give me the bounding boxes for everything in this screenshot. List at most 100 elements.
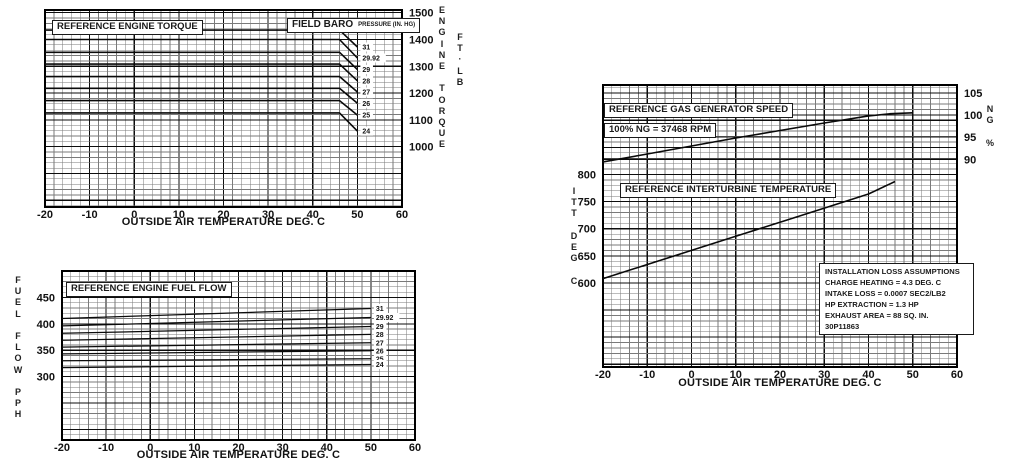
left-y-tick-label: 650 [578, 251, 596, 263]
series-line-31 [61, 307, 371, 320]
x-tick-label: 40 [321, 442, 333, 454]
x-tick-label: -20 [54, 442, 70, 454]
series-line-27 [61, 342, 371, 348]
x-tick-label: 20 [232, 442, 244, 454]
installation-loss-note-box: INSTALLATION LOSS ASSUMPTIONS CHARGE HEA… [819, 263, 974, 335]
series-label-28: 28 [376, 332, 384, 339]
right-y-tick-label: 100 [964, 110, 982, 122]
chart-grid [61, 270, 416, 441]
series-label-28: 28 [362, 78, 370, 85]
x-tick-label: 0 [688, 369, 694, 381]
y-tick-label: 1000 [409, 142, 433, 154]
series-line-29.92 [61, 316, 371, 327]
x-tick-label: 50 [907, 369, 919, 381]
series-label-27: 27 [376, 340, 384, 347]
series-line-28 [45, 63, 358, 82]
x-tick-label: 60 [396, 209, 408, 221]
left-y-tick-label: 700 [578, 224, 596, 236]
right-y-tick-label: 105 [964, 88, 982, 100]
fuel-flow-chart-title: REFERENCE ENGINE FUEL FLOW [66, 282, 232, 297]
loss-note-line: INTAKE LOSS = 0.0007 SEC2/LB2 [825, 289, 946, 298]
series-line-NG [602, 112, 913, 163]
field-baro-legend-box: FIELD BARO PRESSURE (IN. HG) [287, 18, 421, 33]
torque-y-axis-units: F T · L B [456, 32, 464, 87]
x-tick-label: 50 [351, 209, 363, 221]
torque-x-axis-title: OUTSIDE AIR TEMPERATURE DEG. C [121, 216, 326, 228]
ng-itt-x-axis-title: OUTSIDE AIR TEMPERATURE DEG. C [678, 377, 882, 389]
x-tick-label: -20 [595, 369, 611, 381]
gas-generator-chart-title: REFERENCE GAS GENERATOR SPEED [604, 103, 794, 118]
series-line-25 [61, 358, 371, 362]
torque-chart-title: REFERENCE ENGINE TORQUE [52, 20, 203, 35]
y-tick-label: 1400 [409, 34, 433, 46]
x-tick-label: 20 [217, 209, 229, 221]
x-tick-label: 0 [147, 442, 153, 454]
series-label-24: 24 [362, 129, 370, 136]
series-line-29 [61, 325, 371, 334]
y-tick-label: 1500 [409, 8, 433, 20]
field-baro-label: FIELD BARO [292, 19, 354, 30]
series-label-29.92: 29.92 [362, 56, 380, 63]
series-label-25: 25 [362, 113, 370, 120]
left-y-tick-label: 600 [578, 278, 596, 290]
series-label-29: 29 [362, 67, 370, 74]
series-line-24 [45, 112, 358, 132]
x-tick-label: 0 [131, 209, 137, 221]
x-tick-label: -10 [639, 369, 655, 381]
series-label-26: 26 [376, 348, 384, 355]
y-tick-label: 1300 [409, 61, 433, 73]
x-tick-label: 10 [188, 442, 200, 454]
left-y-tick-label: 750 [578, 197, 596, 209]
chart-series [602, 112, 913, 280]
left-y-tick-label: 800 [578, 169, 596, 181]
loss-note-chart-number: 30P11863 [825, 322, 860, 331]
series-label-26: 26 [362, 101, 370, 108]
chart-tick-labels: -20 -10 0 10 20 30 40 50 60 1000 1100 1200 1300 1400 1… [37, 8, 433, 221]
fuel-flow-x-axis-title: OUTSIDE AIR TEMPERATURE DEG. C [136, 449, 341, 461]
ng-rpm-note: 100% NG = 37468 RPM [604, 123, 717, 138]
series-label-31: 31 [362, 45, 370, 52]
series-line-28 [61, 333, 371, 341]
series-label-25: 25 [376, 356, 384, 363]
x-tick-label: 10 [173, 209, 185, 221]
field-baro-units-label: PRESSURE (IN. HG) [358, 22, 416, 28]
loss-note-line: INSTALLATION LOSS ASSUMPTIONS [825, 267, 960, 276]
x-tick-label: 20 [774, 369, 786, 381]
x-tick-label: 60 [409, 442, 421, 454]
series-line-29 [45, 51, 358, 71]
x-tick-label: -10 [98, 442, 114, 454]
x-tick-label: 40 [307, 209, 319, 221]
chart-reference-engine-torque: 31 29.92 29 28 27 26 25 24 -20 -10 0 10 20 30 40 50 60 10… [37, 8, 433, 221]
x-tick-label: 50 [365, 442, 377, 454]
series-line-26 [61, 350, 371, 355]
y-tick-label: 1200 [409, 88, 433, 100]
x-tick-label: 30 [277, 442, 289, 454]
x-tick-label: 10 [730, 369, 742, 381]
chart-grid [44, 9, 403, 208]
x-tick-label: 30 [262, 209, 274, 221]
series-label-31: 31 [376, 306, 384, 313]
right-y-tick-label: 90 [964, 154, 976, 166]
series-line-26 [45, 87, 358, 104]
y-tick-label: 450 [37, 292, 55, 304]
loss-note-line: EXHAUST AREA = 88 SQ. IN. [825, 311, 929, 320]
chart-tick-labels: -20 -10 0 10 20 30 40 50 60 600 650 700 750 800 90 95 10… [578, 88, 983, 381]
loss-note-line: HP EXTRACTION = 1.3 HP [825, 300, 919, 309]
series-label-24: 24 [376, 362, 384, 369]
x-tick-label: 60 [951, 369, 963, 381]
right-y-tick-label: 95 [964, 132, 976, 144]
series-label-29: 29 [376, 324, 384, 331]
interturbine-chart-title: REFERENCE INTERTURBINE TEMPERATURE [620, 183, 837, 198]
series-line-27 [45, 75, 358, 93]
y-tick-label: 350 [37, 345, 55, 357]
series-label-29.92: 29.92 [376, 315, 394, 322]
x-tick-label: 40 [862, 369, 874, 381]
x-tick-label: 30 [818, 369, 830, 381]
y-tick-label: 1100 [409, 115, 433, 127]
